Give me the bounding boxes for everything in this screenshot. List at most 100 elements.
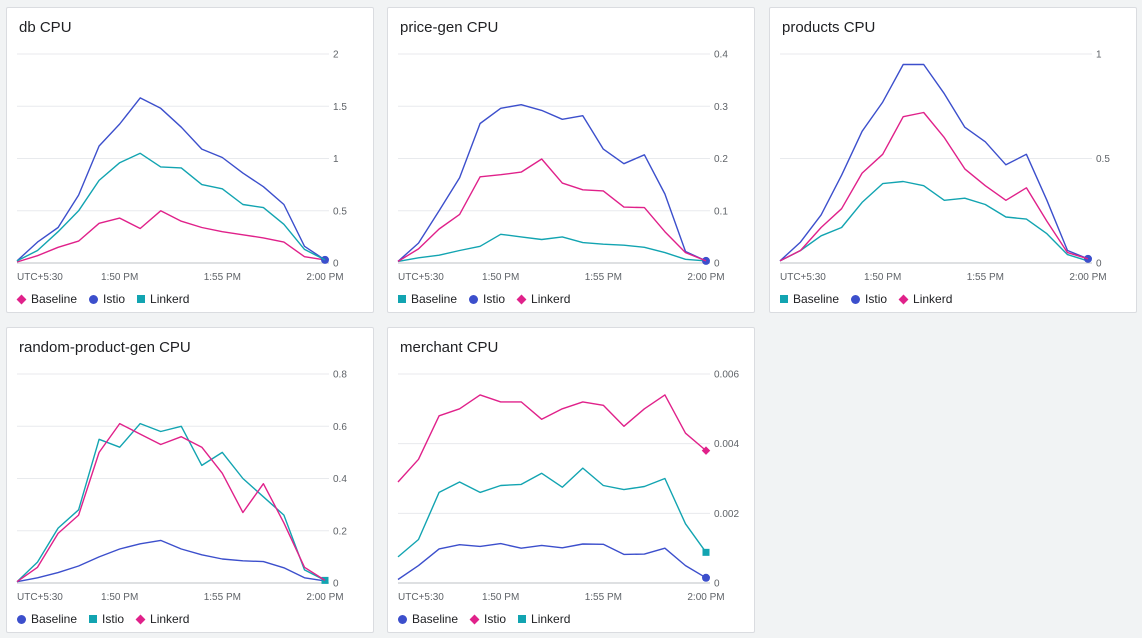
data-point-linkerd — [498, 483, 503, 488]
legend-item-linkerd[interactable]: Linkerd — [137, 292, 189, 306]
legend: Baseline Istio Linkerd — [398, 292, 570, 306]
legend-item-baseline[interactable]: Baseline — [17, 612, 77, 626]
y-tick-label: 0.4 — [714, 50, 728, 61]
data-point-linkerd — [117, 421, 122, 426]
data-point-istio — [117, 122, 122, 127]
chart-card-db: db CPU 0 0.5 1 1.5 2 UTC+5:30 1:50 PM 1:55 PM 2:0… — [6, 7, 374, 313]
data-point-baseline — [240, 558, 245, 563]
y-tick-label: 0.004 — [714, 439, 739, 450]
data-point-istio — [138, 95, 143, 100]
data-point-linkerd — [839, 206, 844, 211]
data-point-linkerd — [457, 479, 462, 484]
x-tick-label: 1:50 PM — [482, 592, 519, 603]
data-point-istio — [396, 479, 401, 484]
legend: Baseline Istio Linkerd — [398, 612, 570, 626]
legend-item-istio[interactable]: Istio — [851, 292, 887, 306]
data-point-linkerd — [261, 481, 266, 486]
diamond-marker-icon — [469, 614, 480, 624]
data-point-istio — [1044, 198, 1049, 203]
legend-item-baseline[interactable]: Baseline — [780, 292, 839, 306]
data-point-linkerd — [76, 208, 81, 213]
legend-item-istio[interactable]: Istio — [469, 612, 506, 626]
x-tick-label: 1:50 PM — [864, 272, 901, 283]
data-point-linkerd — [158, 442, 163, 447]
chart-card-random-product-gen: random-product-gen CPU 0 0.2 0.4 0.6 0.8 UTC+5… — [6, 327, 374, 633]
data-point-istio — [601, 147, 606, 152]
y-tick-label: 0.5 — [1096, 154, 1110, 165]
data-point-istio — [539, 417, 544, 422]
x-tick-label: 1:55 PM — [204, 272, 241, 283]
data-point-linkerd — [478, 490, 483, 495]
series-line-baseline — [397, 233, 707, 263]
series-line-linkerd — [16, 152, 326, 262]
data-point-linkerd — [621, 205, 626, 210]
y-tick-label: 0 — [1096, 259, 1102, 270]
data-point-baseline — [199, 225, 204, 230]
data-point-linkerd — [901, 114, 906, 119]
legend-label: Baseline — [31, 612, 78, 626]
legend-label: Baseline — [411, 292, 458, 306]
data-point-linkerd — [1065, 250, 1070, 255]
data-point-linkerd — [1044, 219, 1049, 224]
data-point-istio — [642, 406, 647, 411]
data-point-linkerd — [601, 188, 606, 193]
series-end-marker — [702, 573, 710, 582]
data-point-baseline — [281, 565, 286, 570]
data-point-linkerd — [560, 485, 565, 490]
legend-label: Linkerd — [150, 612, 190, 626]
chart-card-merchant: merchant CPU 0 0.002 0.004 0.006 UTC+5:30 1:50… — [387, 327, 755, 633]
chart-card-products: products CPU 0 0.5 1 UTC+5:30 1:50 PM 1:55 PM 2… — [769, 7, 1137, 313]
data-point-istio — [56, 526, 61, 531]
y-tick-label: 0.3 — [714, 102, 728, 113]
legend-item-linkerd[interactable]: Linkerd — [898, 292, 952, 306]
legend-label: Istio — [102, 612, 125, 626]
data-point-baseline — [158, 538, 163, 543]
chart-card-price-gen: price-gen CPU 0 0.1 0.2 0.3 0.4 UTC+5:30 1:50 P… — [387, 7, 755, 313]
legend-item-linkerd[interactable]: Linkerd — [516, 292, 570, 306]
series-line-istio — [397, 103, 707, 262]
data-point-istio — [798, 240, 803, 245]
series-line-istio — [16, 97, 326, 262]
y-tick-label: 1 — [333, 154, 339, 165]
y-tick-label: 0 — [714, 579, 720, 590]
circle-marker-icon — [398, 614, 407, 624]
legend-item-istio[interactable]: Istio — [89, 612, 124, 626]
data-point-linkerd — [539, 157, 544, 162]
legend: Baseline Istio Linkerd — [17, 612, 189, 626]
x-tick-label: UTC+5:30 — [17, 272, 63, 283]
data-point-linkerd — [138, 432, 143, 437]
square-marker-icon — [137, 295, 146, 303]
data-point-linkerd — [880, 152, 885, 157]
data-point-baseline — [601, 542, 606, 547]
data-point-baseline — [199, 552, 204, 557]
data-point-istio — [519, 102, 524, 107]
y-tick-label: 0.5 — [333, 206, 347, 217]
legend-item-baseline[interactable]: Baseline — [398, 292, 457, 306]
data-point-linkerd — [683, 521, 688, 526]
data-point-istio — [601, 403, 606, 408]
data-point-istio — [281, 513, 286, 518]
x-tick-label: 2:00 PM — [1069, 272, 1106, 283]
legend-item-baseline[interactable]: Baseline — [398, 612, 458, 626]
data-point-linkerd — [56, 229, 61, 234]
data-point-baseline — [580, 240, 585, 245]
data-point-baseline — [621, 552, 626, 557]
legend-item-linkerd[interactable]: Linkerd — [135, 612, 190, 626]
data-point-linkerd — [220, 186, 225, 191]
legend-item-istio[interactable]: Istio — [89, 292, 125, 306]
series-end-marker — [702, 548, 710, 556]
series-line-baseline — [16, 539, 326, 583]
data-point-baseline — [560, 545, 565, 550]
data-point-baseline — [97, 554, 102, 559]
legend-item-linkerd[interactable]: Linkerd — [518, 612, 570, 626]
legend-item-istio[interactable]: Istio — [469, 292, 505, 306]
diamond-marker-icon — [135, 614, 146, 624]
data-point-istio — [117, 445, 122, 450]
legend-item-baseline[interactable]: Baseline — [16, 292, 77, 306]
data-point-istio — [580, 113, 585, 118]
square-marker-icon — [398, 295, 406, 303]
data-point-istio — [839, 173, 844, 178]
x-tick-label: 2:00 PM — [306, 272, 343, 283]
data-point-linkerd — [819, 225, 824, 230]
y-tick-label: 0.1 — [714, 206, 728, 217]
